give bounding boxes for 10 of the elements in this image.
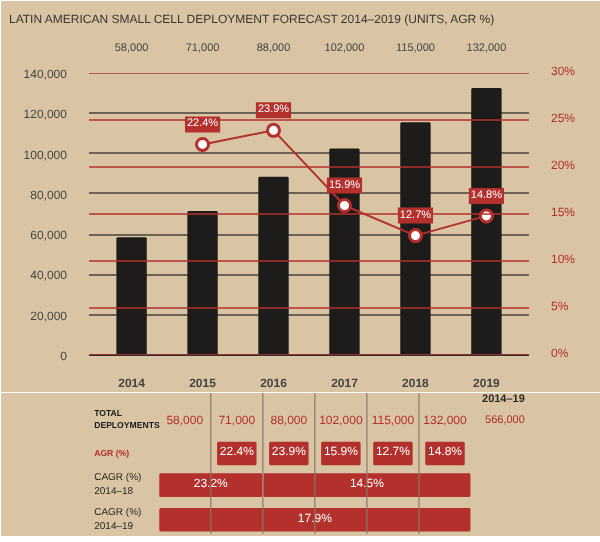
point <box>195 136 211 152</box>
bar <box>187 210 218 355</box>
bar <box>258 176 289 355</box>
point <box>266 122 282 138</box>
point <box>407 228 423 244</box>
point <box>336 198 352 214</box>
bar <box>400 122 431 355</box>
bar <box>116 237 147 355</box>
bar <box>329 148 360 355</box>
bar <box>471 88 502 355</box>
